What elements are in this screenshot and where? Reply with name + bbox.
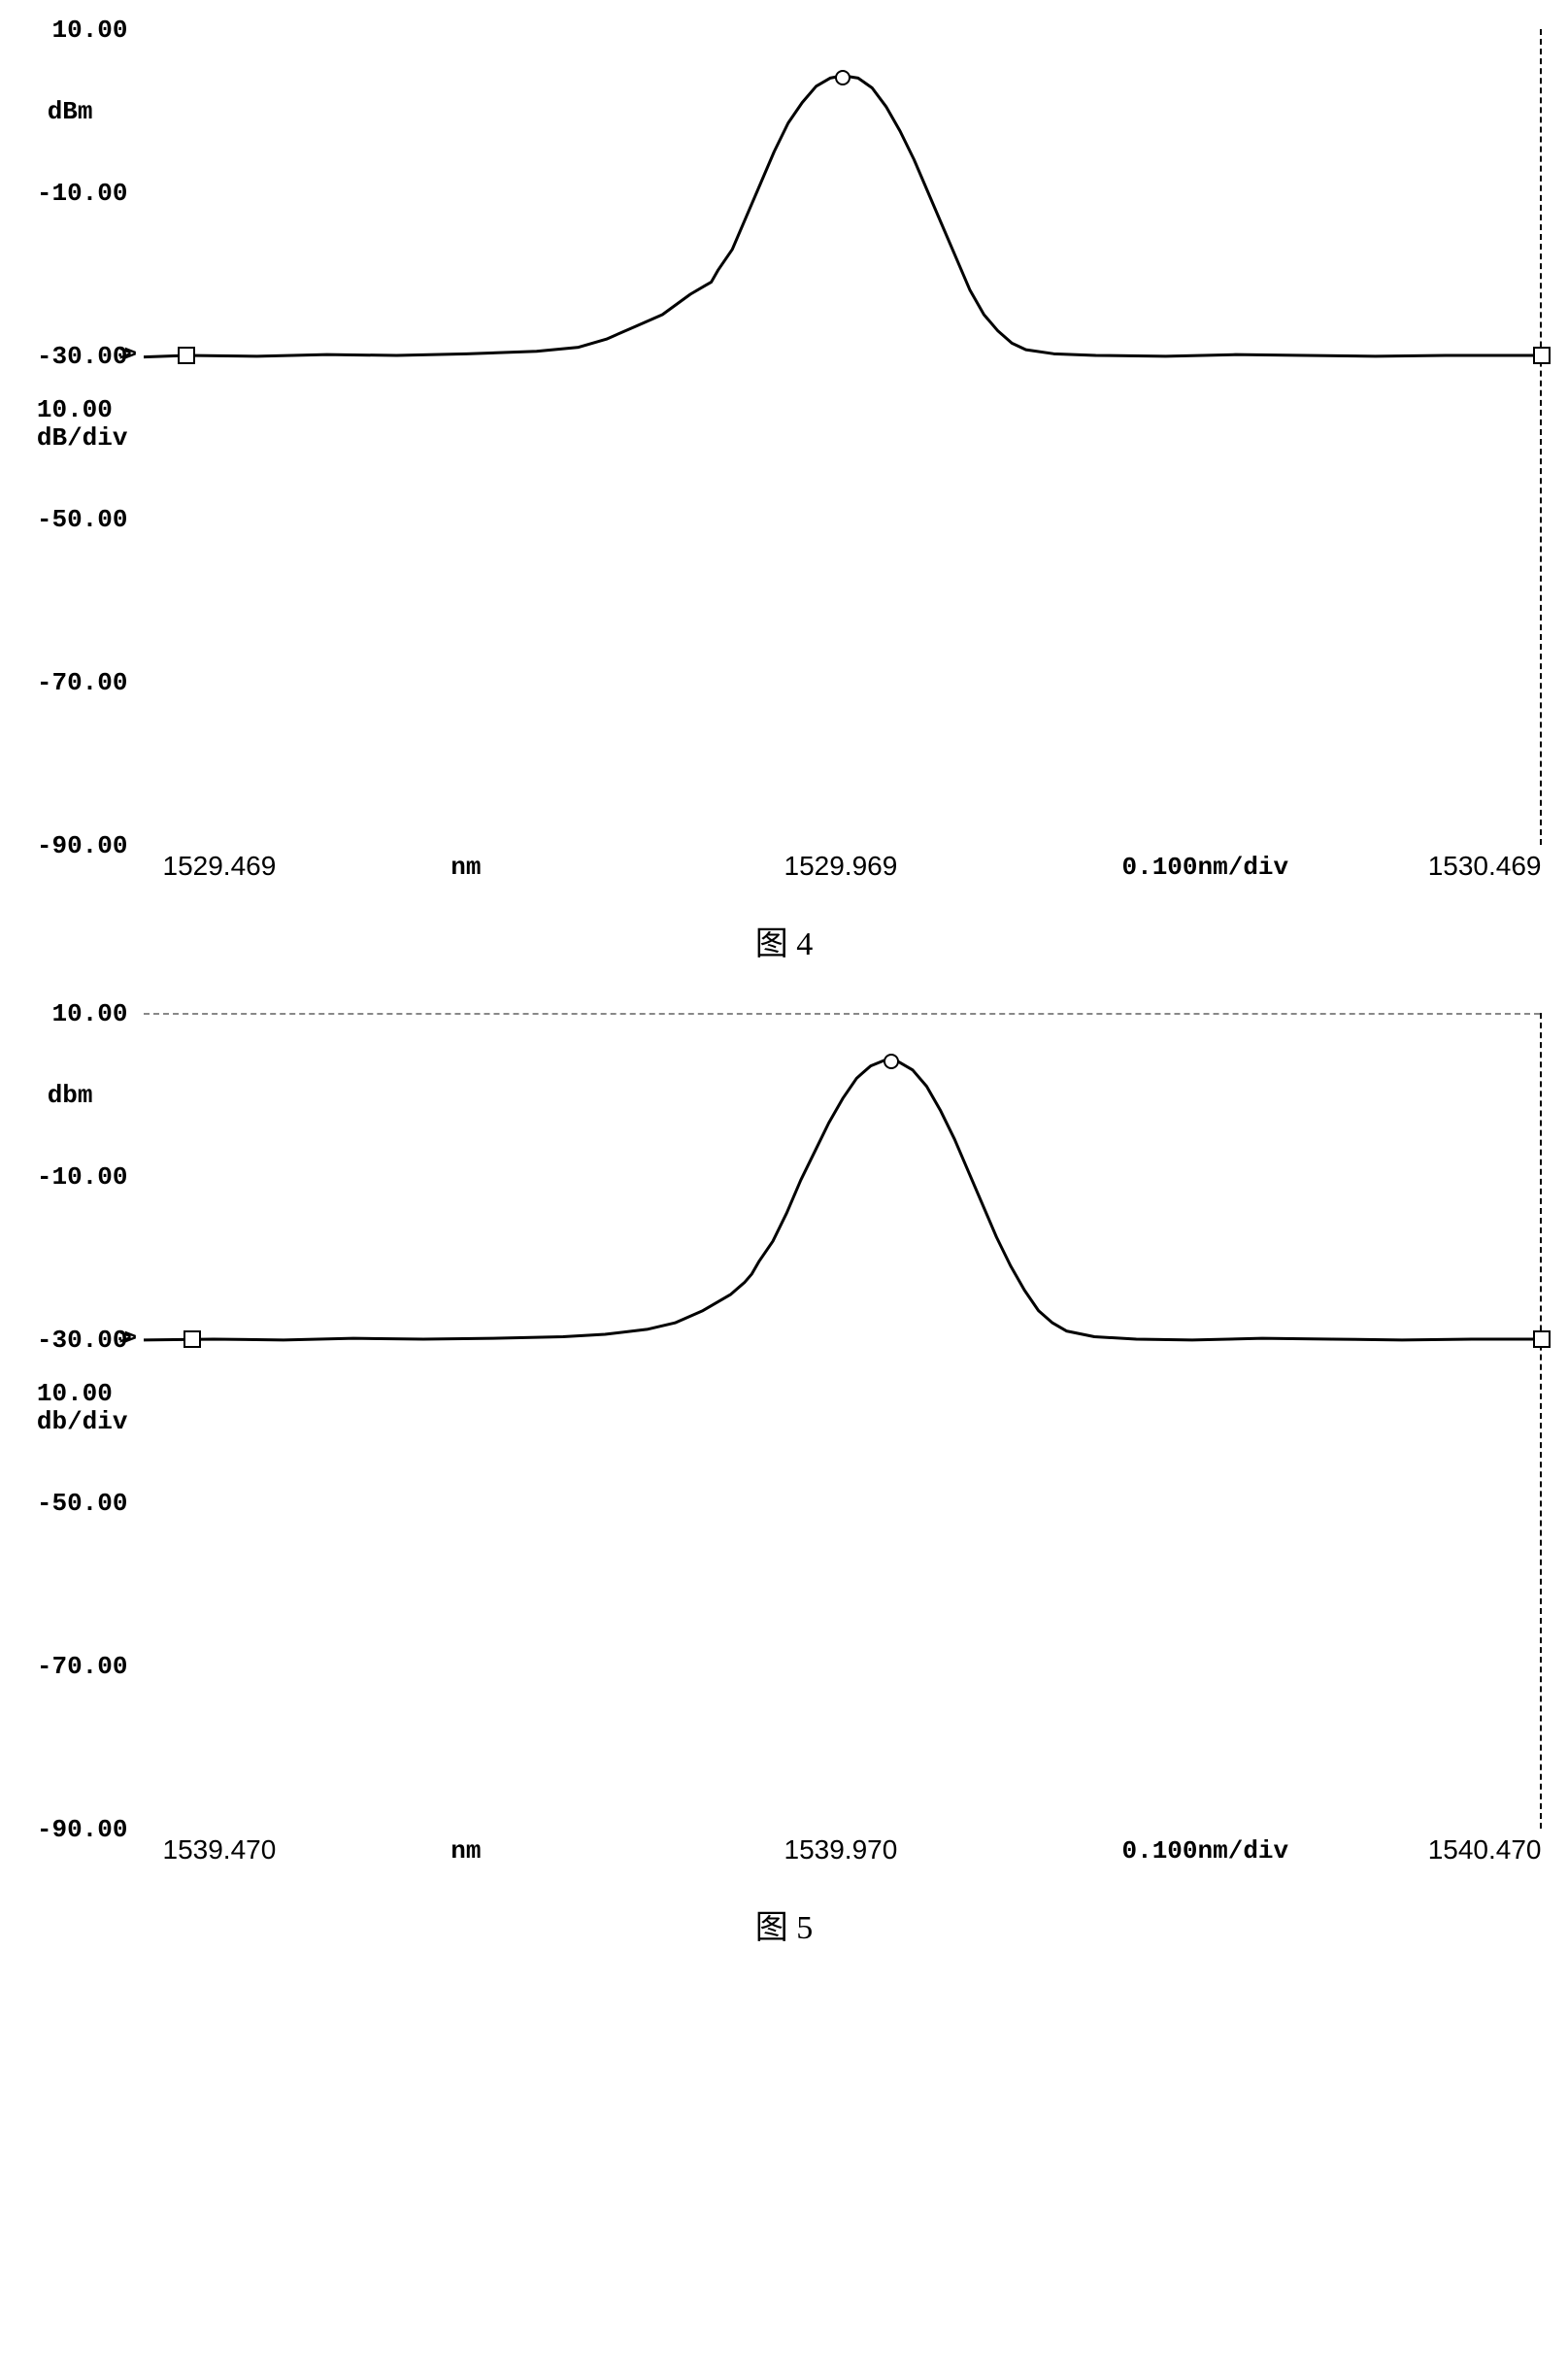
y-tick-label: -10.00 — [37, 179, 128, 208]
right-marker-icon — [1533, 347, 1551, 364]
chart-2: >>10.00-10.00-30.00-50.00-70.00-90.00dbm… — [27, 1013, 1542, 1948]
left-marker-icon — [183, 1330, 201, 1348]
y-tick-label: 10.00 — [51, 999, 127, 1028]
x-tick-label: 1529.969 — [784, 851, 898, 882]
y-tick-label: -50.00 — [37, 505, 128, 534]
plot-area: >>10.00-10.00-30.00-50.00-70.00-90.00dBm… — [144, 29, 1542, 845]
spectrum-trace — [144, 29, 1542, 845]
peak-marker-icon — [835, 70, 851, 85]
x-scale-label: 0.100nm/div — [1122, 1836, 1289, 1866]
x-tick-label: 1539.970 — [784, 1834, 898, 1866]
x-axis-unit: nm — [450, 853, 481, 882]
y-scale-label: 10.00 db/div — [37, 1380, 128, 1435]
x-tick-label: 1529.469 — [163, 851, 277, 882]
y-tick-label: -30.00 — [37, 1326, 128, 1355]
y-axis-unit: dBm — [48, 97, 93, 126]
plot-area: >>10.00-10.00-30.00-50.00-70.00-90.00dbm… — [144, 1013, 1542, 1829]
y-tick-label: 10.00 — [51, 16, 127, 45]
y-axis-unit: dbm — [48, 1081, 93, 1110]
x-scale-label: 0.100nm/div — [1122, 853, 1289, 882]
top-dashed-line — [144, 1013, 1540, 1015]
y-scale-label: 10.00 dB/div — [37, 396, 128, 452]
y-tick-label: -70.00 — [37, 668, 128, 697]
y-tick-label: -30.00 — [37, 342, 128, 371]
figure-caption: 图 4 — [27, 917, 1542, 964]
spectrum-trace — [144, 1013, 1542, 1829]
x-axis-row: 1529.469 1529.969 1530.469 nm 0.100nm/div — [144, 851, 1542, 899]
x-axis-unit: nm — [450, 1836, 481, 1866]
chart-1: >>10.00-10.00-30.00-50.00-70.00-90.00dBm… — [27, 29, 1542, 964]
x-tick-label: 1539.470 — [163, 1834, 277, 1866]
x-axis-row: 1539.470 1539.970 1540.470 nm 0.100nm/div — [144, 1834, 1542, 1883]
right-marker-icon — [1533, 1330, 1551, 1348]
y-tick-label: -90.00 — [37, 1815, 128, 1844]
x-tick-label: 1540.470 — [1428, 1834, 1542, 1866]
left-marker-icon — [178, 347, 195, 364]
y-tick-label: -50.00 — [37, 1489, 128, 1518]
y-tick-label: -70.00 — [37, 1652, 128, 1681]
figure-caption: 图 5 — [27, 1900, 1542, 1948]
x-tick-label: 1530.469 — [1428, 851, 1542, 882]
y-tick-label: -90.00 — [37, 831, 128, 860]
y-tick-label: -10.00 — [37, 1162, 128, 1192]
